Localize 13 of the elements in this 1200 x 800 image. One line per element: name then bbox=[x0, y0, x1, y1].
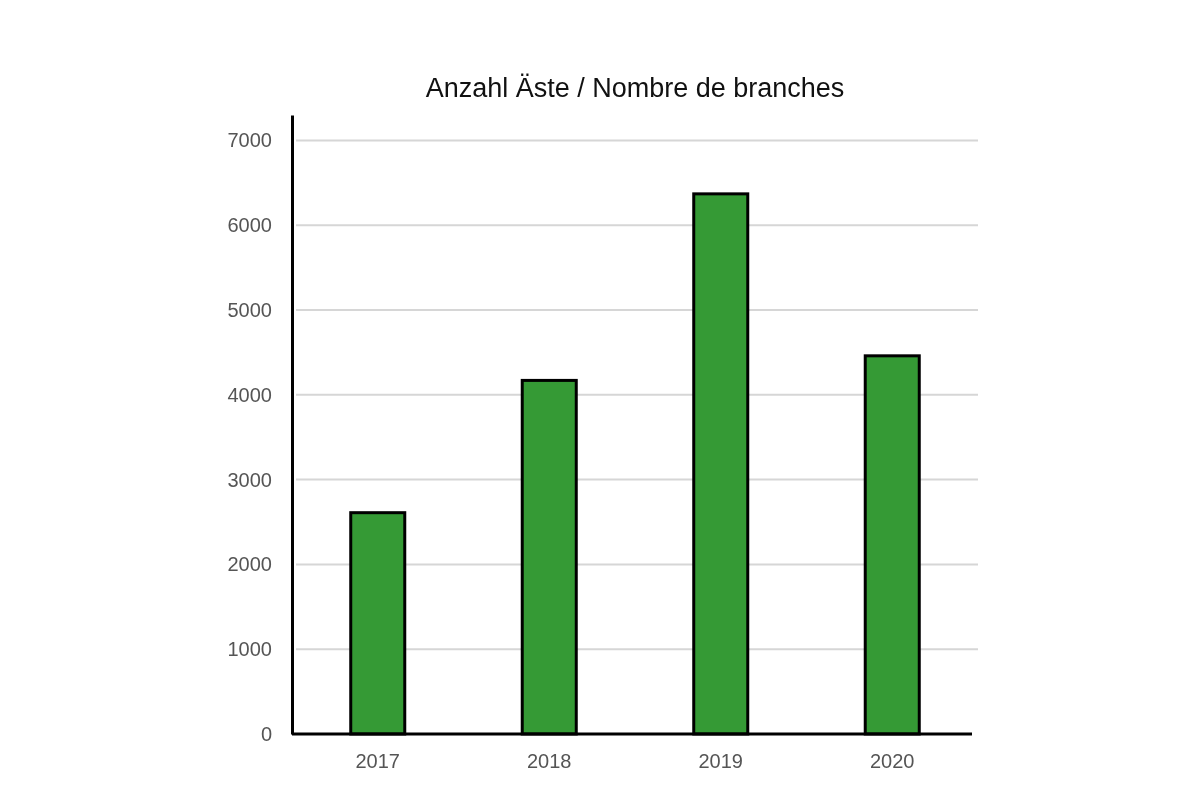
y-tick-label: 7000 bbox=[227, 129, 272, 152]
x-tick-label: 2017 bbox=[355, 750, 400, 773]
x-tick-label: 2020 bbox=[870, 750, 915, 773]
y-tick-label: 4000 bbox=[227, 383, 272, 406]
y-tick-label: 1000 bbox=[227, 638, 272, 661]
y-tick-label: 2000 bbox=[227, 553, 272, 576]
y-tick-label: 0 bbox=[260, 722, 272, 745]
y-tick-label: 5000 bbox=[227, 298, 272, 321]
y-tick-label: 6000 bbox=[227, 214, 272, 237]
chart-title: Anzahl Äste / Nombre de branches bbox=[425, 73, 845, 103]
x-tick-label: 2018 bbox=[527, 750, 572, 773]
y-tick-label: 3000 bbox=[227, 468, 272, 491]
x-tick-label: 2019 bbox=[698, 750, 743, 773]
